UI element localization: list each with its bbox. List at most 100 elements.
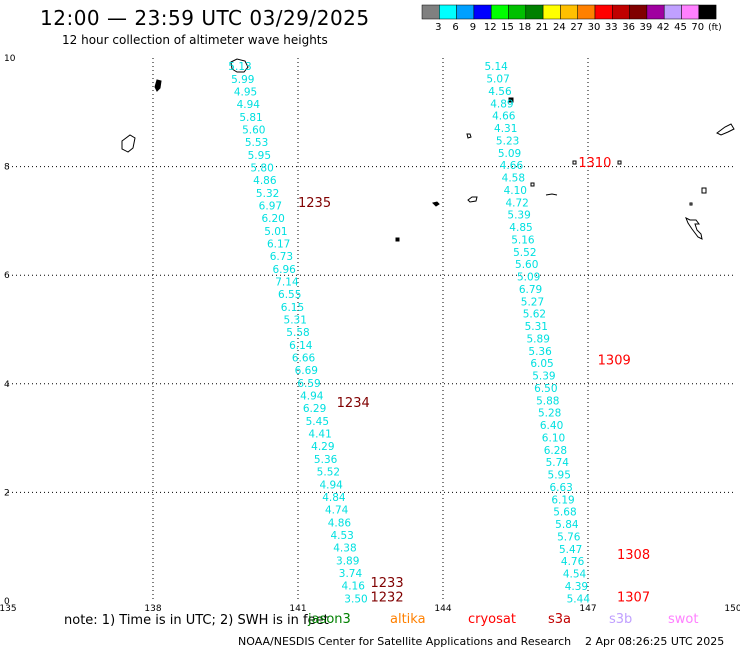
wave-height-value: 4.84 xyxy=(322,492,346,504)
wave-height-value: 4.56 xyxy=(488,86,512,98)
island-outline xyxy=(432,201,440,207)
legend-swatch xyxy=(421,4,440,20)
x-tick-label: 144 xyxy=(434,604,451,614)
wave-height-value: 5.07 xyxy=(486,74,509,86)
wave-height-value: 4.39 xyxy=(565,581,588,593)
wave-height-value: 5.13 xyxy=(228,61,251,73)
legend-unit: (ft) xyxy=(708,23,722,33)
legend-swatch xyxy=(646,4,665,20)
wave-height-value: 4.94 xyxy=(319,479,343,491)
legend-label: 42 xyxy=(657,22,670,33)
legend-label: 24 xyxy=(553,22,566,33)
legend-swatch xyxy=(560,4,578,20)
wave-height-value: 5.52 xyxy=(513,247,536,259)
wave-height-value: 6.15 xyxy=(281,302,304,314)
island-outline xyxy=(230,58,249,73)
island-outline xyxy=(716,123,735,136)
wave-height-value: 5.27 xyxy=(521,296,544,308)
wave-height-value: 4.86 xyxy=(253,175,277,187)
legend-label: 39 xyxy=(640,22,653,33)
wave-height-value: 6.19 xyxy=(551,494,574,506)
x-tick-label: 138 xyxy=(144,604,161,614)
pass-time-label: 1309 xyxy=(598,353,631,368)
legend-label: 6 xyxy=(452,22,458,33)
note-text: note: 1) Time is in UTC; 2) SWH is in fe… xyxy=(64,613,329,628)
legend-label: 15 xyxy=(501,22,514,33)
wave-height-value: 4.72 xyxy=(505,197,528,209)
footer-credit: NOAA/NESDIS Center for Satellite Applica… xyxy=(238,635,572,648)
wave-height-value: 5.36 xyxy=(528,346,552,358)
wave-height-value: 6.28 xyxy=(544,445,567,457)
island-outline xyxy=(121,134,136,153)
x-tick-label: 135 xyxy=(0,604,17,614)
island-outline xyxy=(154,79,162,92)
pass-time-label: 1234 xyxy=(337,396,370,411)
wave-height-value: 4.86 xyxy=(328,517,352,529)
pass-time-label: 1310 xyxy=(578,156,611,171)
wave-height-value: 6.59 xyxy=(297,378,320,390)
wave-height-value: 6.73 xyxy=(270,251,293,263)
wave-height-value: 6.69 xyxy=(295,365,318,377)
legend-swatch xyxy=(594,4,613,20)
mission-label: swot xyxy=(668,612,699,627)
y-tick-label: 0 xyxy=(4,597,10,607)
legend-swatch xyxy=(698,4,717,20)
wave-height-value: 4.29 xyxy=(311,441,334,453)
pass-time-label: 1235 xyxy=(298,196,331,211)
lat-lon-grid: 135 138 141 144 147 150 0 2 4 6 8 10 xyxy=(0,54,740,614)
wave-height-value: 3.74 xyxy=(339,568,363,580)
wave-height-value: 5.36 xyxy=(314,454,338,466)
legend-swatch xyxy=(577,4,596,20)
wave-height-value: 5.95 xyxy=(248,150,271,162)
wave-height-value: 4.66 xyxy=(492,111,516,123)
y-tick-label: 6 xyxy=(4,271,10,281)
color-legend: 3 6 9 12 15 18 21 24 27 30 33 36 39 42 45 70 (ft) xyxy=(421,4,722,33)
legend-swatch xyxy=(612,4,630,20)
land-outlines xyxy=(121,58,735,242)
island-outline xyxy=(467,196,478,203)
y-tick-label: 4 xyxy=(4,380,10,390)
wave-height-value: 6.20 xyxy=(261,213,284,225)
wave-height-value: 6.97 xyxy=(259,201,282,213)
wave-height-value: 5.80 xyxy=(250,163,273,175)
y-tick-label: 8 xyxy=(4,163,10,173)
note-line: note: 1) Time is in UTC; 2) SWH is in fe… xyxy=(64,613,329,628)
mission-label: altika xyxy=(390,612,426,627)
legend-label: 27 xyxy=(570,22,583,33)
wave-height-value: 4.10 xyxy=(504,185,527,197)
island-outline xyxy=(545,193,558,196)
pass-time-label: 1233 xyxy=(371,576,404,591)
wave-height-value: 6.17 xyxy=(267,239,290,251)
wave-height-value: 5.31 xyxy=(284,315,307,327)
legend-label: 36 xyxy=(622,22,635,33)
legend-label: 12 xyxy=(484,22,497,33)
wave-height-value: 5.32 xyxy=(256,188,279,200)
x-tick-label: 141 xyxy=(289,604,306,614)
legend-label: 18 xyxy=(518,22,531,33)
wave-height-value: 4.53 xyxy=(330,530,353,542)
wave-height-value: 5.14 xyxy=(484,61,508,73)
wave-height-value: 4.89 xyxy=(490,98,513,110)
wave-height-value: 4.41 xyxy=(308,429,331,441)
wave-height-value: 3.89 xyxy=(336,555,359,567)
wave-height-value: 4.31 xyxy=(494,123,517,135)
wave-height-value: 5.16 xyxy=(511,234,535,246)
wave-height-value: 5.23 xyxy=(496,135,519,147)
wave-height-value: 5.88 xyxy=(536,395,559,407)
island-outline xyxy=(617,160,622,165)
wave-height-value: 6.55 xyxy=(278,289,301,301)
legend-swatch xyxy=(542,4,561,20)
legend-swatch xyxy=(663,4,682,20)
wave-height-value: 5.60 xyxy=(515,259,538,271)
pass-time-label: 1308 xyxy=(617,548,650,563)
wave-height-value: 4.95 xyxy=(234,86,257,98)
legend-swatch xyxy=(525,4,544,20)
wave-height-value: 6.10 xyxy=(542,432,565,444)
wave-height-value: 6.40 xyxy=(540,420,563,432)
mission-label: s3b xyxy=(609,612,633,627)
y-tick-label: 10 xyxy=(4,54,16,64)
mission-label: cryosat xyxy=(468,612,516,627)
legend-swatch xyxy=(681,4,700,20)
